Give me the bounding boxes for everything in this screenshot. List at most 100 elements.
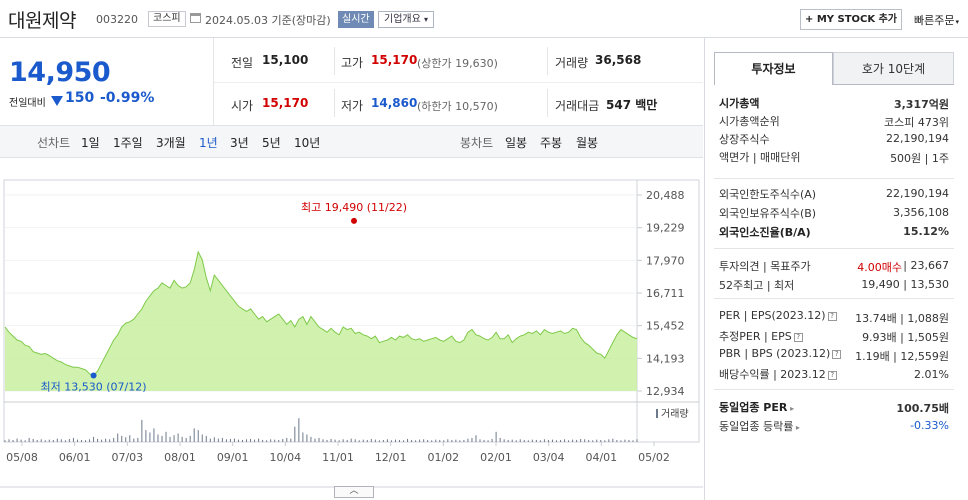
info-panel	[704, 38, 968, 500]
x-tick-label: 06/01	[59, 451, 91, 464]
volume-label: 거래량	[555, 56, 589, 70]
tab-10y[interactable]: 10년	[294, 136, 321, 150]
price-change: 150	[65, 90, 95, 106]
x-tick-label: 03/04	[533, 451, 565, 464]
tab-3m[interactable]: 3개월	[156, 136, 186, 150]
x-tick-label: 09/01	[217, 451, 249, 464]
tab-1d[interactable]: 1일	[81, 136, 100, 150]
est-per-value: 9.93배 | 1,505원	[862, 331, 949, 344]
x-tick-label: 01/02	[427, 451, 459, 464]
chevron-up-icon: ︿	[349, 486, 359, 496]
prev-close-label: 전일	[231, 56, 254, 70]
y-tick-label: 16,711	[646, 287, 685, 300]
per-value: 13.74배 | 1,088원	[855, 312, 949, 325]
divider	[714, 178, 954, 179]
low-label: 저가	[341, 99, 364, 113]
opinion-label: 투자의견 | 목표주가	[719, 260, 811, 273]
stock-info-value: 500원 | 1주	[890, 152, 949, 165]
y-tick-label: 17,970	[646, 254, 685, 267]
high-value: 15,170	[371, 53, 418, 67]
calendar-icon	[190, 13, 201, 23]
stock-info-label: 상장주식수	[719, 133, 770, 146]
dividend-label: 배당수익률 | 2023.12?	[719, 366, 837, 382]
amount-label: 거래대금	[555, 99, 600, 113]
divider	[714, 298, 954, 299]
stock-info-label: 액면가 | 매매단위	[719, 151, 801, 164]
industry-rate-value: -0.33%	[910, 419, 949, 432]
open-value: 15,170	[262, 96, 309, 110]
help-icon[interactable]: ?	[832, 350, 842, 359]
down-triangle-icon	[51, 96, 63, 106]
tab-3y[interactable]: 3년	[230, 136, 249, 150]
y-tick-label: 12,934	[646, 385, 685, 398]
y-tick-label: 20,488	[646, 189, 685, 202]
prev-close-value: 15,100	[262, 53, 309, 67]
foreign-holding-value: 3,356,108	[893, 206, 949, 219]
industry-rate-label[interactable]: 동일업종 등락률 ▸	[719, 418, 800, 434]
tab-daily[interactable]: 일봉	[505, 136, 528, 150]
tab-order-book[interactable]: 호가 10단계	[833, 52, 954, 85]
realtime-badge[interactable]: 실시간	[338, 11, 374, 28]
opinion-value: 4.00매수	[857, 261, 902, 274]
tab-weekly[interactable]: 주봉	[540, 136, 563, 150]
overview-label: 기업개요	[384, 14, 421, 25]
divider	[213, 38, 214, 125]
foreign-holding-value: 15.12%	[903, 225, 949, 238]
company-overview-dropdown[interactable]: 기업개요 ▾	[378, 11, 435, 28]
divider	[547, 47, 548, 75]
target-price: | 23,667	[903, 259, 949, 272]
x-tick-label: 12/01	[375, 451, 407, 464]
divider	[833, 84, 954, 85]
est-per-label-text: 추정PER | EPS	[719, 330, 792, 343]
x-tick-label: 05/02	[638, 451, 670, 464]
divider	[334, 89, 335, 117]
divider	[334, 47, 335, 75]
chart-tab-bar	[0, 125, 703, 158]
chevron-down-icon: ▾	[955, 18, 959, 26]
x-tick-label: 07/03	[111, 451, 143, 464]
52wk-label: 52주최고 | 최저	[719, 279, 795, 292]
x-tick-label: 04/01	[585, 451, 617, 464]
est-per-label: 추정PER | EPS?	[719, 328, 803, 344]
stock-info-label: 시가총액	[719, 97, 760, 110]
tab-investment-info[interactable]: 투자정보	[714, 52, 833, 85]
tab-monthly[interactable]: 월봉	[576, 136, 599, 150]
price-area	[5, 251, 637, 391]
industry-per-label-text: 동일업종 PER	[719, 401, 788, 414]
per-label: PER | EPS(2023.12)?	[719, 309, 837, 322]
stock-info-value: 3,317억원	[893, 98, 949, 111]
divider	[214, 82, 703, 83]
y-tick-label: 14,193	[646, 352, 685, 365]
chevron-down-icon: ▾	[424, 15, 429, 24]
min-marker	[90, 372, 97, 379]
industry-per-label[interactable]: 동일업종 PER ▸	[719, 399, 794, 415]
divider	[714, 248, 954, 249]
dividend-value: 2.01%	[914, 368, 949, 381]
tab-1w[interactable]: 1주일	[113, 136, 143, 150]
quick-order-link[interactable]: 빠른주문▾	[914, 12, 959, 28]
x-tick-label: 10/04	[269, 451, 301, 464]
y-tick-label: 19,229	[646, 222, 685, 235]
divider	[547, 89, 548, 117]
open-label: 시가	[231, 99, 254, 113]
line-chart-label: 선차트	[37, 136, 71, 150]
dividend-label-text: 배당수익률 | 2023.12	[719, 368, 826, 381]
collapse-chart-button[interactable]: ︿	[334, 486, 374, 498]
amount-value: 547 백만	[606, 98, 658, 112]
industry-per-value: 100.75배	[896, 402, 949, 415]
stock-info-value: 22,190,194	[886, 132, 949, 145]
help-icon[interactable]: ?	[827, 312, 837, 321]
chevron-right-icon: ▸	[787, 404, 795, 413]
x-tick-label: 05/08	[6, 451, 38, 464]
lower-limit: (하한가 10,570)	[417, 100, 498, 113]
my-stock-add-button[interactable]: + MY STOCK 추가	[800, 9, 902, 30]
52wk-value: 19,490 | 13,530	[861, 278, 949, 291]
tab-5y[interactable]: 5년	[262, 136, 281, 150]
y-tick-label: 15,452	[646, 320, 685, 333]
help-icon[interactable]: ?	[793, 333, 803, 342]
help-icon[interactable]: ?	[827, 371, 837, 380]
per-label-text: PER | EPS(2023.12)	[719, 309, 826, 322]
tab-1y[interactable]: 1년	[199, 136, 218, 150]
min-label: 최저 13,530 (07/12)	[41, 381, 147, 394]
low-value: 14,860	[371, 96, 418, 110]
